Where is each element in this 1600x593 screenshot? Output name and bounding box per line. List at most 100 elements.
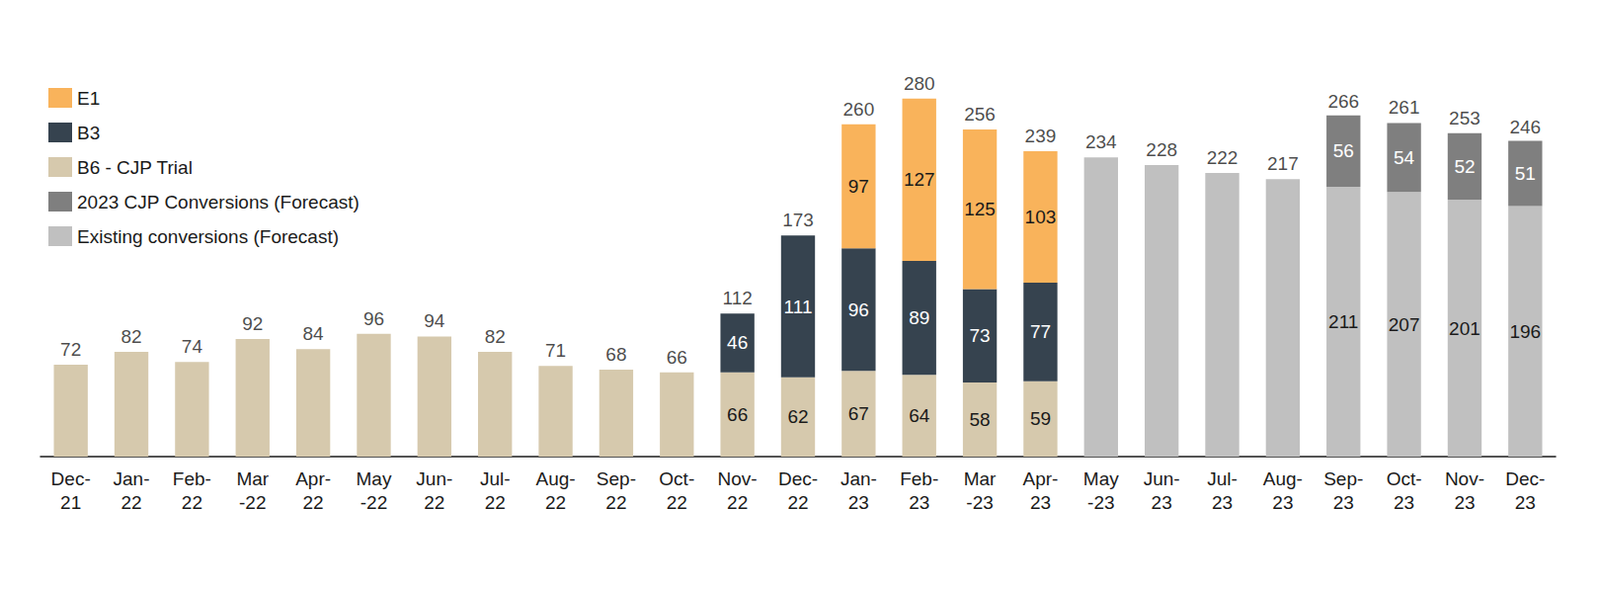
svg-text:64: 64 xyxy=(908,404,931,426)
svg-text:62: 62 xyxy=(787,405,808,427)
svg-text:23: 23 xyxy=(1030,491,1051,513)
svg-text:96: 96 xyxy=(363,308,385,329)
svg-text:68: 68 xyxy=(605,343,627,365)
svg-text:46: 46 xyxy=(726,331,748,353)
svg-text:B6 - CJP Trial: B6 - CJP Trial xyxy=(77,157,193,178)
svg-text:112: 112 xyxy=(721,287,752,309)
svg-text:58: 58 xyxy=(969,408,991,430)
svg-text:Aug-: Aug- xyxy=(535,468,575,489)
svg-text:Feb-: Feb- xyxy=(172,468,212,489)
svg-text:22: 22 xyxy=(666,491,688,513)
svg-text:2023 CJP Conversions (Forecast: 2023 CJP Conversions (Forecast) xyxy=(77,191,360,213)
svg-text:22: 22 xyxy=(605,491,627,513)
svg-text:77: 77 xyxy=(1030,320,1051,342)
svg-text:Mar: Mar xyxy=(963,468,997,489)
svg-text:201: 201 xyxy=(1448,318,1481,339)
svg-text:23: 23 xyxy=(1515,491,1536,513)
svg-text:260: 260 xyxy=(843,98,876,120)
svg-text:22: 22 xyxy=(484,491,506,513)
svg-text:211: 211 xyxy=(1328,311,1359,332)
svg-text:22: 22 xyxy=(303,491,324,513)
svg-text:May: May xyxy=(356,468,393,489)
svg-text:92: 92 xyxy=(241,313,263,334)
svg-text:23: 23 xyxy=(1393,491,1415,513)
svg-text:280: 280 xyxy=(903,73,936,94)
svg-text:228: 228 xyxy=(1145,139,1178,160)
svg-text:Existing conversions (Forecast: Existing conversions (Forecast) xyxy=(77,226,339,247)
svg-text:217: 217 xyxy=(1267,153,1299,174)
svg-text:54: 54 xyxy=(1393,147,1416,168)
svg-text:261: 261 xyxy=(1388,96,1421,118)
svg-text:-22: -22 xyxy=(239,491,266,513)
svg-text:72: 72 xyxy=(60,338,81,360)
svg-text:Aug-: Aug- xyxy=(1263,468,1303,489)
svg-text:23: 23 xyxy=(908,491,930,513)
svg-text:97: 97 xyxy=(848,175,870,197)
svg-text:22: 22 xyxy=(787,491,808,513)
svg-text:207: 207 xyxy=(1388,314,1421,335)
svg-text:89: 89 xyxy=(908,307,930,328)
svg-text:21: 21 xyxy=(60,491,81,513)
svg-text:66: 66 xyxy=(666,346,688,368)
svg-text:Dec-: Dec- xyxy=(778,468,818,489)
svg-text:52: 52 xyxy=(1453,156,1475,177)
svg-text:22: 22 xyxy=(120,491,142,513)
svg-text:234: 234 xyxy=(1085,131,1118,153)
svg-text:Nov-: Nov- xyxy=(1444,468,1485,489)
svg-text:103: 103 xyxy=(1025,206,1057,228)
svg-text:266: 266 xyxy=(1327,90,1360,112)
svg-text:74: 74 xyxy=(181,335,204,357)
svg-text:Mar: Mar xyxy=(236,468,269,489)
svg-text:246: 246 xyxy=(1509,116,1541,138)
svg-text:Nov-: Nov- xyxy=(718,468,758,489)
svg-text:96: 96 xyxy=(848,299,870,320)
svg-text:56: 56 xyxy=(1333,140,1355,161)
svg-text:173: 173 xyxy=(782,209,814,231)
svg-text:E1: E1 xyxy=(77,87,100,109)
svg-text:84: 84 xyxy=(303,322,325,344)
svg-text:Jun-: Jun- xyxy=(415,468,453,489)
svg-text:23: 23 xyxy=(1272,491,1293,513)
svg-text:94: 94 xyxy=(423,310,446,331)
svg-text:256: 256 xyxy=(963,103,996,125)
svg-text:82: 82 xyxy=(120,325,142,347)
svg-text:23: 23 xyxy=(848,491,870,513)
svg-text:-22: -22 xyxy=(360,491,388,513)
svg-text:239: 239 xyxy=(1025,125,1057,147)
svg-text:51: 51 xyxy=(1515,162,1536,184)
svg-text:-23: -23 xyxy=(965,491,993,513)
svg-text:Dec-: Dec- xyxy=(1505,468,1545,489)
svg-text:66: 66 xyxy=(726,403,748,425)
svg-text:196: 196 xyxy=(1509,320,1541,342)
svg-text:73: 73 xyxy=(969,324,991,346)
svg-text:Jun-: Jun- xyxy=(1143,468,1181,489)
svg-text:22: 22 xyxy=(545,491,566,513)
svg-text:Jul-: Jul- xyxy=(1206,468,1238,489)
svg-text:127: 127 xyxy=(903,168,936,190)
svg-text:82: 82 xyxy=(484,325,506,347)
svg-text:Dec-: Dec- xyxy=(51,468,91,489)
svg-text:Feb-: Feb- xyxy=(899,468,939,489)
svg-text:Jan-: Jan- xyxy=(840,468,878,489)
svg-text:May: May xyxy=(1083,468,1120,489)
svg-text:222: 222 xyxy=(1206,147,1239,168)
svg-text:22: 22 xyxy=(423,491,445,513)
svg-text:23: 23 xyxy=(1151,491,1173,513)
svg-text:Apr-: Apr- xyxy=(1022,468,1058,489)
svg-text:253: 253 xyxy=(1448,107,1481,129)
svg-text:B3: B3 xyxy=(77,122,100,144)
svg-text:111: 111 xyxy=(784,296,813,318)
svg-text:67: 67 xyxy=(848,402,870,424)
svg-text:59: 59 xyxy=(1030,407,1051,429)
svg-text:125: 125 xyxy=(963,198,996,220)
svg-text:22: 22 xyxy=(181,491,203,513)
svg-text:23: 23 xyxy=(1333,491,1355,513)
svg-text:Oct-: Oct- xyxy=(658,468,695,489)
svg-text:Sep-: Sep- xyxy=(1323,468,1363,489)
svg-text:23: 23 xyxy=(1211,491,1233,513)
svg-text:Jul-: Jul- xyxy=(480,468,511,489)
svg-text:71: 71 xyxy=(545,339,566,361)
svg-text:23: 23 xyxy=(1453,491,1475,513)
svg-text:-23: -23 xyxy=(1087,491,1115,513)
svg-text:22: 22 xyxy=(726,491,748,513)
